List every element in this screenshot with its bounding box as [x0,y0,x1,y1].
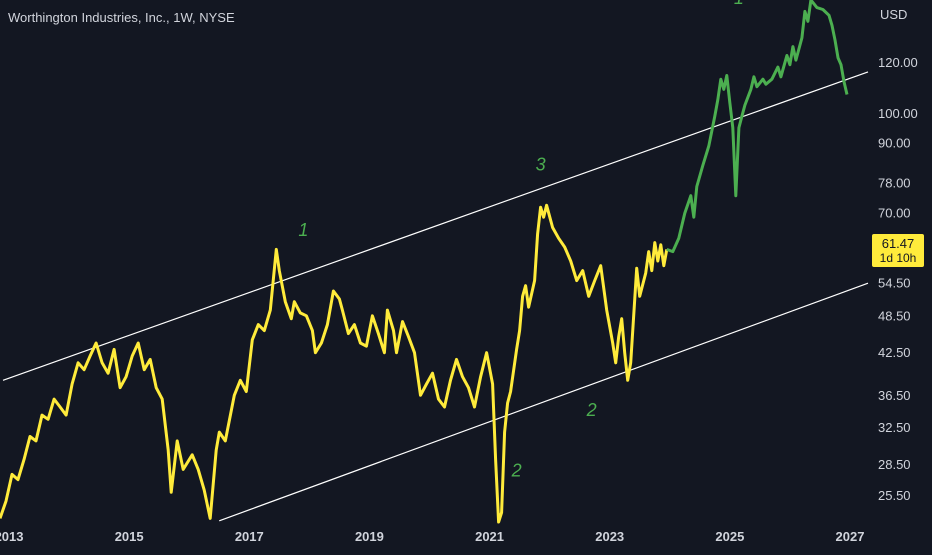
x-tick-label: 2019 [355,529,384,544]
price-line-segment-1 [0,203,669,524]
y-tick-label: 78.00 [878,175,911,190]
y-tick-label: 54.50 [878,276,911,291]
y-tick-label: 28.50 [878,457,911,472]
last-price-badge [872,234,924,267]
last-price-value: 61.47 [882,236,915,251]
y-tick-label: 90.00 [878,135,911,150]
channel-trendline-2[interactable] [219,282,869,522]
x-tick-label: 2017 [235,529,264,544]
y-tick-label: 42.50 [878,345,911,360]
x-tick-label: 2015 [115,529,144,544]
wave-label-4: 2 [511,460,522,480]
y-tick-label: 70.00 [878,206,911,221]
y-tick-label: 120.00 [878,55,918,70]
last-price-tag: 61.47 1d 10h [872,234,924,267]
wave-label-3: 2 [586,400,597,420]
channel-trendline-1[interactable] [2,71,869,381]
y-tick-label: 25.50 [878,488,911,503]
wave-label-5: 1 [734,0,744,8]
y-tick-label: 48.50 [878,308,911,323]
wave-label-1: 1 [298,220,308,240]
y-tick-label: 36.50 [878,388,911,403]
x-tick-label: 2027 [836,529,865,544]
x-tick-label: 2025 [715,529,744,544]
bar-countdown: 1d 10h [880,251,917,265]
y-tick-label: 32.50 [878,420,911,435]
wave-label-2: 3 [536,155,546,175]
currency-label: USD [880,7,907,22]
chart-title: Worthington Industries, Inc., 1W, NYSE [8,10,235,25]
x-tick-label: 2021 [475,529,504,544]
price-line-segment-2 [666,0,849,254]
x-tick-label: 2023 [595,529,624,544]
y-tick-label: 100.00 [878,106,918,121]
